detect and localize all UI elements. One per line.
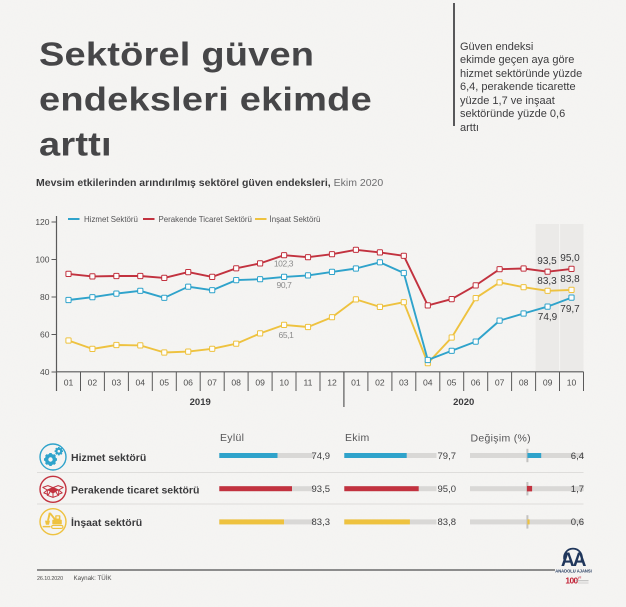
svg-text:03: 03: [399, 378, 409, 388]
svg-text:2020: 2020: [453, 397, 474, 408]
svg-text:6,4: 6,4: [571, 451, 584, 462]
svg-text:83,3: 83,3: [312, 517, 331, 528]
svg-text:90,7: 90,7: [277, 280, 293, 290]
svg-text:04: 04: [423, 378, 433, 388]
svg-text:83,3: 83,3: [537, 276, 557, 287]
svg-text:2019: 2019: [190, 397, 211, 408]
svg-text:95,0: 95,0: [438, 484, 457, 495]
svg-text:95,0: 95,0: [560, 253, 580, 264]
svg-text:Perakende Ticaret Sektörü: Perakende Ticaret Sektörü: [159, 215, 252, 224]
svg-text:1,7: 1,7: [571, 484, 584, 495]
svg-text:Değişim (%): Değişim (%): [471, 433, 531, 445]
svg-text:08: 08: [231, 378, 241, 388]
svg-text:10: 10: [279, 378, 289, 388]
svg-text:100: 100: [35, 254, 49, 264]
svg-text:07: 07: [207, 378, 217, 388]
svg-text:60: 60: [40, 329, 50, 339]
svg-text:yıl: yıl: [578, 576, 582, 580]
svg-text:120: 120: [35, 217, 49, 227]
svg-text:09: 09: [255, 378, 265, 388]
svg-text:93,5: 93,5: [537, 256, 557, 267]
svg-text:40: 40: [40, 367, 50, 377]
svg-text:100: 100: [565, 575, 578, 585]
svg-text:Hizmet Sektörü: Hizmet Sektörü: [84, 215, 138, 224]
svg-text:06: 06: [183, 378, 193, 388]
svg-text:83,8: 83,8: [438, 517, 457, 528]
svg-text:74,9: 74,9: [312, 451, 331, 462]
svg-text:80: 80: [40, 292, 50, 302]
svg-text:ANADOLU AJANSI: ANADOLU AJANSI: [555, 568, 591, 573]
svg-text:93,5: 93,5: [312, 484, 331, 495]
svg-text:06: 06: [471, 378, 481, 388]
svg-text:09: 09: [543, 378, 553, 388]
svg-text:83,8: 83,8: [560, 274, 580, 285]
svg-text:İnşaat sektörü: İnşaat sektörü: [71, 516, 142, 529]
svg-text:102,3: 102,3: [274, 259, 294, 269]
svg-text:05: 05: [447, 378, 457, 388]
svg-text:Perakende ticaret sektörü: Perakende ticaret sektörü: [71, 485, 199, 497]
svg-text:08: 08: [519, 378, 529, 388]
svg-text:79,7: 79,7: [560, 304, 580, 315]
svg-text:03: 03: [112, 378, 122, 388]
svg-text:01: 01: [351, 378, 361, 388]
svg-text:65,1: 65,1: [279, 330, 295, 340]
svg-text:12: 12: [327, 378, 337, 388]
svg-text:10: 10: [567, 378, 577, 388]
svg-text:Hizmet sektörü: Hizmet sektörü: [71, 452, 146, 464]
svg-text:Ekim: Ekim: [345, 432, 370, 444]
svg-text:Eylül: Eylül: [220, 432, 244, 444]
svg-text:11: 11: [304, 378, 313, 388]
svg-text:01: 01: [64, 378, 74, 388]
svg-text:07: 07: [495, 378, 505, 388]
svg-text:05: 05: [160, 378, 170, 388]
svg-text:02: 02: [375, 378, 385, 388]
svg-text:79,7: 79,7: [438, 451, 457, 462]
svg-text:0,6: 0,6: [571, 517, 584, 528]
svg-text:04: 04: [136, 378, 146, 388]
svg-text:02: 02: [88, 378, 98, 388]
svg-text:İnşaat Sektörü: İnşaat Sektörü: [270, 215, 321, 224]
svg-text:74,9: 74,9: [538, 312, 558, 323]
